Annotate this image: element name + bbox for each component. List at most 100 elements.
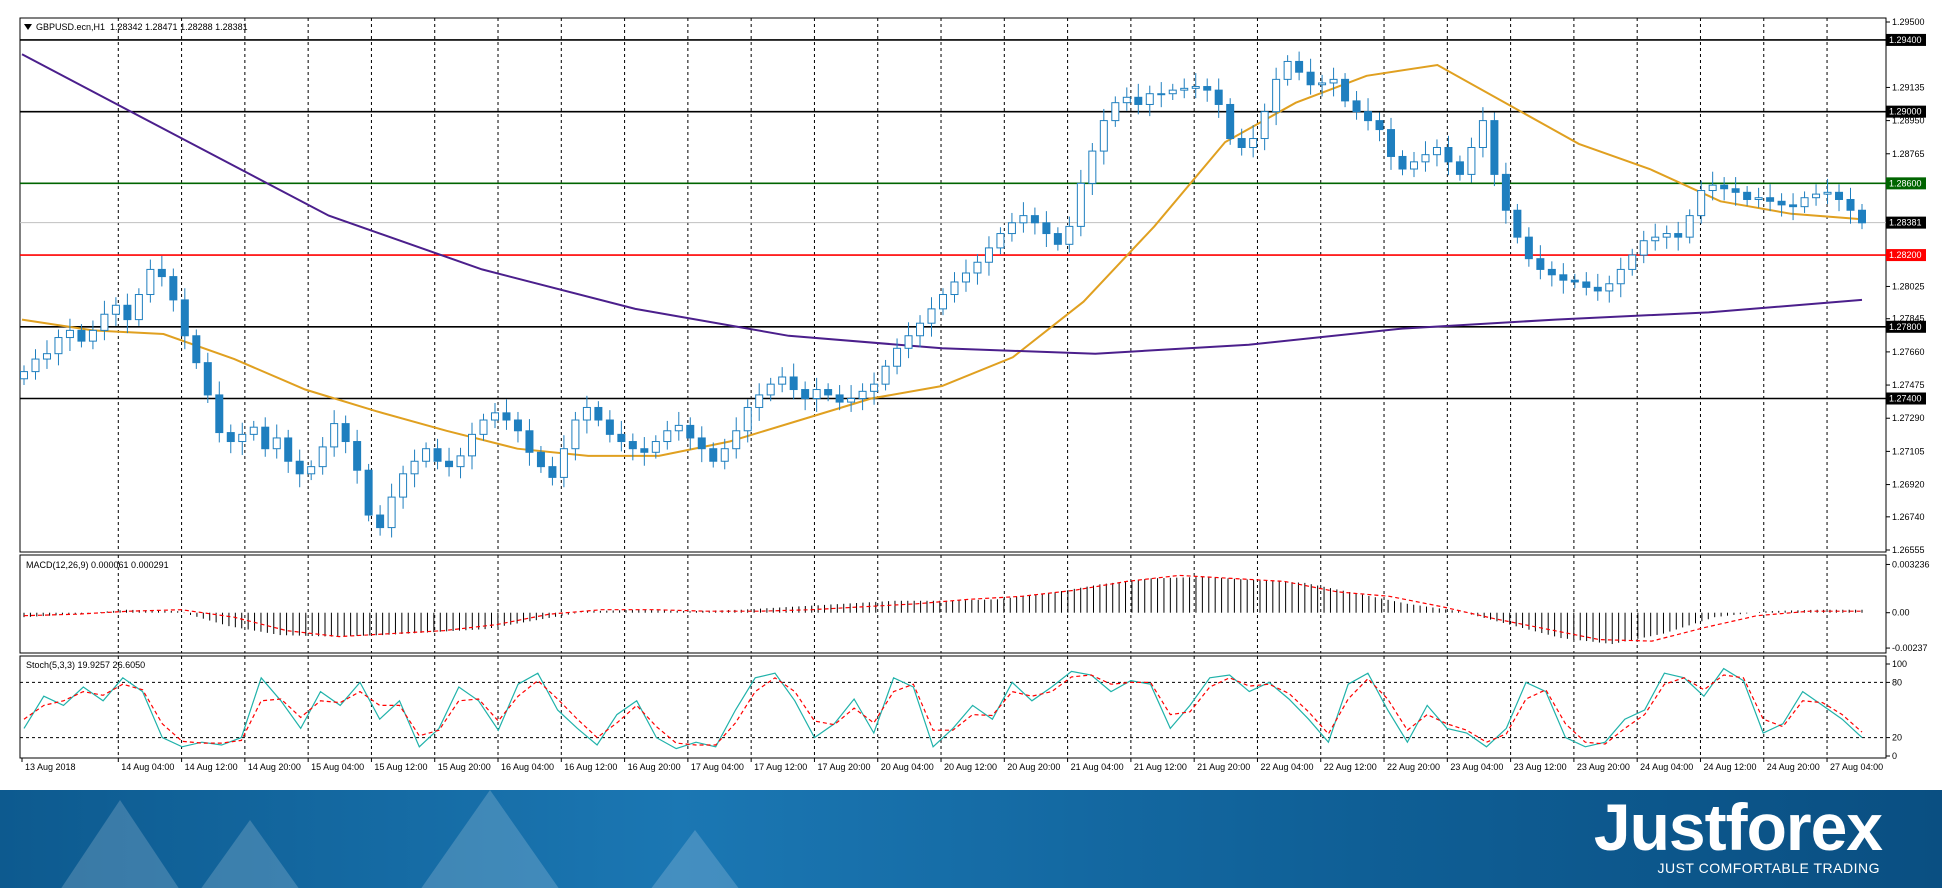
candle-up — [973, 261, 982, 274]
macd-y-tick-label: -0.00237 — [1892, 643, 1928, 653]
candle-down — [1364, 111, 1373, 122]
x-tick-label: 24 Aug 12:00 — [1703, 762, 1756, 772]
candle-up — [456, 455, 465, 468]
candle-up — [1329, 78, 1338, 84]
price-level-label: 1.27400 — [1889, 394, 1922, 404]
candle-down — [1501, 173, 1510, 211]
candle-down — [1789, 204, 1798, 208]
candle-up — [1191, 86, 1200, 89]
candle-down — [1352, 100, 1361, 113]
price-level-label: 1.28600 — [1889, 178, 1922, 188]
candle-up — [1076, 182, 1085, 227]
price-level-tag — [1886, 392, 1926, 405]
candle-up — [399, 473, 408, 498]
x-tick-label: 22 Aug 12:00 — [1324, 762, 1377, 772]
ma-orange-line — [21, 63, 1863, 457]
candle-up — [720, 448, 729, 462]
x-tick-label: 16 Aug 12:00 — [564, 762, 617, 772]
candle-down — [341, 423, 350, 443]
candle-up — [1823, 191, 1832, 195]
y-tick-label: 1.28765 — [1892, 149, 1925, 159]
x-tick-label: 17 Aug 20:00 — [817, 762, 870, 772]
candle-up — [100, 313, 109, 331]
candle-up — [1409, 161, 1418, 170]
candle-down — [376, 514, 385, 529]
candle-down — [709, 448, 718, 462]
x-tick-label: 17 Aug 04:00 — [691, 762, 744, 772]
candle-down — [1444, 147, 1453, 163]
candle-up — [870, 383, 879, 392]
candle-up — [490, 412, 499, 421]
candle-up — [20, 371, 28, 380]
candle-down — [686, 424, 695, 439]
y-tick-label: 1.26555 — [1892, 545, 1925, 555]
y-tick-label: 1.27290 — [1892, 413, 1925, 423]
candle-down — [1766, 197, 1775, 202]
x-tick-label: 15 Aug 12:00 — [374, 762, 427, 772]
y-tick-label: 1.26920 — [1892, 480, 1925, 490]
candle-up — [755, 394, 764, 408]
x-tick-label: 21 Aug 04:00 — [1071, 762, 1124, 772]
stoch-panel — [19, 655, 1887, 759]
candle-down — [169, 276, 178, 301]
candle-up — [1272, 78, 1281, 113]
candle-up — [307, 466, 316, 475]
y-tick-label: 1.27845 — [1892, 314, 1925, 324]
justforex-logo[interactable]: Justforex — [1593, 790, 1883, 864]
y-tick-label: 1.27660 — [1892, 347, 1925, 357]
x-tick-label: 24 Aug 04:00 — [1640, 762, 1693, 772]
candle-down — [1846, 198, 1855, 211]
candle-down — [1524, 236, 1533, 260]
x-tick-label: 23 Aug 04:00 — [1450, 762, 1503, 772]
collapse-triangle-icon[interactable] — [24, 24, 32, 30]
candle-up — [1088, 150, 1097, 184]
candle-up — [927, 308, 936, 324]
brand-tagline: JUST COMFORTABLE TRADING — [1657, 860, 1880, 876]
y-tick-label: 1.27105 — [1892, 446, 1925, 456]
x-tick-label: 23 Aug 12:00 — [1514, 762, 1567, 772]
candle-up — [1318, 82, 1327, 86]
x-tick-label: 21 Aug 12:00 — [1134, 762, 1187, 772]
candle-up — [984, 247, 993, 263]
candle-down — [364, 469, 373, 516]
candle-up — [1754, 197, 1763, 200]
candle-up — [1478, 120, 1487, 149]
candle-down — [1341, 78, 1350, 102]
candle-up — [31, 358, 40, 373]
candle-up — [743, 406, 752, 432]
candle-down — [180, 299, 189, 337]
candle-down — [1398, 155, 1407, 170]
price-level-tag — [1886, 177, 1926, 190]
candle-down — [1490, 120, 1499, 175]
candle-up — [42, 353, 51, 360]
candle-up — [54, 337, 63, 355]
x-tick-label: 20 Aug 04:00 — [881, 762, 934, 772]
current-price-tag — [1886, 216, 1926, 229]
candle-down — [1513, 209, 1522, 238]
candle-up — [1157, 93, 1166, 96]
candle-up — [111, 304, 120, 315]
candle-up — [674, 424, 683, 432]
x-tick-label: 14 Aug 12:00 — [185, 762, 238, 772]
candle-up — [1283, 60, 1292, 80]
x-tick-label: 16 Aug 20:00 — [628, 762, 681, 772]
macd-label: MACD(12,26,9) 0.000061 0.000291 — [26, 560, 169, 570]
candle-down — [801, 389, 810, 400]
candle-up — [651, 441, 660, 453]
candle-down — [353, 441, 362, 471]
price-level-label: 1.27800 — [1889, 322, 1922, 332]
x-tick-label: 15 Aug 20:00 — [438, 762, 491, 772]
candle-down — [1042, 222, 1051, 235]
candle-down — [548, 466, 557, 478]
candle-down — [1295, 60, 1304, 73]
macd-y-tick-label: 0.00 — [1892, 608, 1910, 618]
candle-down — [536, 451, 545, 468]
candle-down — [1203, 86, 1212, 91]
x-tick-label: 17 Aug 12:00 — [754, 762, 807, 772]
candle-down — [1387, 129, 1396, 157]
candle-down — [1455, 161, 1464, 175]
candle-up — [559, 448, 568, 478]
candle-down — [1030, 215, 1039, 224]
candle-up — [939, 294, 947, 310]
candle-down — [445, 460, 454, 468]
